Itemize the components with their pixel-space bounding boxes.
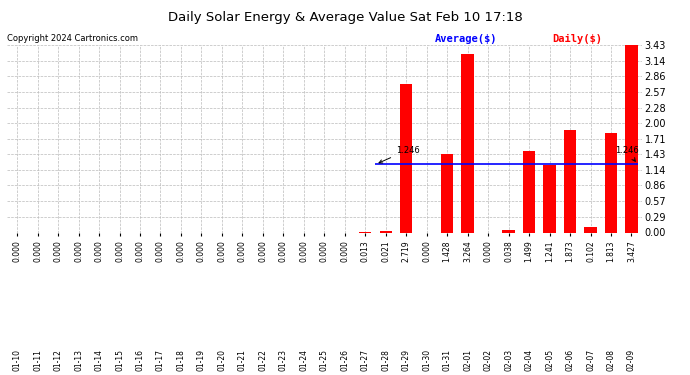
Text: 3.264: 3.264 (463, 240, 472, 262)
Text: 01-29: 01-29 (402, 349, 411, 371)
Text: 01-19: 01-19 (197, 349, 206, 371)
Text: 01-24: 01-24 (299, 349, 308, 371)
Bar (400, 84, 413, 232)
Bar (462, 54, 474, 232)
Text: 0.021: 0.021 (382, 240, 391, 262)
Text: 0.000: 0.000 (74, 240, 83, 262)
Text: 01-21: 01-21 (238, 350, 247, 371)
Text: 02-09: 02-09 (627, 349, 636, 371)
Bar (605, 134, 617, 232)
Text: 2.719: 2.719 (402, 240, 411, 262)
Text: 0.000: 0.000 (340, 240, 349, 262)
Text: 01-31: 01-31 (443, 349, 452, 371)
Text: 1.246: 1.246 (379, 146, 420, 163)
Text: 02-01: 02-01 (463, 349, 472, 371)
Text: 1.499: 1.499 (524, 240, 533, 262)
Text: Daily Solar Energy & Average Value Sat Feb 10 17:18: Daily Solar Energy & Average Value Sat F… (168, 11, 522, 24)
Text: 01-13: 01-13 (74, 349, 83, 371)
Text: 01-28: 01-28 (382, 350, 391, 371)
Text: 0.000: 0.000 (422, 240, 431, 262)
Bar (380, 231, 392, 232)
Text: 1.873: 1.873 (566, 240, 575, 262)
Text: 0.000: 0.000 (238, 240, 247, 262)
Text: 01-27: 01-27 (361, 349, 370, 371)
Text: Copyright 2024 Cartronics.com: Copyright 2024 Cartronics.com (7, 34, 138, 43)
Text: 01-20: 01-20 (217, 349, 226, 371)
Text: 0.000: 0.000 (33, 240, 42, 262)
Text: 01-18: 01-18 (177, 350, 186, 371)
Text: 0.000: 0.000 (279, 240, 288, 262)
Text: 01-22: 01-22 (258, 350, 267, 371)
Text: 0.000: 0.000 (135, 240, 144, 262)
Text: 02-08: 02-08 (607, 349, 615, 371)
Text: 0.000: 0.000 (54, 240, 63, 262)
Bar (441, 154, 453, 232)
Text: 0.000: 0.000 (319, 240, 329, 262)
Bar (502, 230, 515, 232)
Text: 0.102: 0.102 (586, 240, 595, 262)
Text: 1.246: 1.246 (615, 146, 639, 161)
Text: 0.000: 0.000 (484, 240, 493, 262)
Text: 0.000: 0.000 (156, 240, 165, 262)
Text: 01-30: 01-30 (422, 349, 431, 371)
Text: 02-07: 02-07 (586, 349, 595, 371)
Text: 02-06: 02-06 (566, 349, 575, 371)
Text: 3.427: 3.427 (627, 240, 636, 262)
Text: 01-11: 01-11 (33, 350, 42, 371)
Text: 02-03: 02-03 (504, 349, 513, 371)
Text: 02-04: 02-04 (524, 349, 533, 371)
Text: 01-25: 01-25 (319, 349, 329, 371)
Text: 0.000: 0.000 (197, 240, 206, 262)
Text: 01-23: 01-23 (279, 349, 288, 371)
Text: 01-17: 01-17 (156, 349, 165, 371)
Bar (625, 45, 638, 232)
Text: 02-02: 02-02 (484, 349, 493, 371)
Text: 01-15: 01-15 (115, 349, 124, 371)
Text: 1.241: 1.241 (545, 240, 554, 261)
Text: 01-16: 01-16 (135, 349, 144, 371)
Text: 01-14: 01-14 (95, 349, 103, 371)
Bar (523, 150, 535, 232)
Text: 01-26: 01-26 (340, 349, 349, 371)
Text: 01-12: 01-12 (54, 350, 63, 371)
Bar (564, 130, 576, 232)
Text: 0.000: 0.000 (258, 240, 267, 262)
Bar (544, 165, 555, 232)
Text: 0.013: 0.013 (361, 240, 370, 262)
Text: Average($): Average($) (435, 34, 497, 44)
Text: 1.428: 1.428 (443, 240, 452, 261)
Text: 0.000: 0.000 (177, 240, 186, 262)
Bar (584, 227, 597, 232)
Text: 01-10: 01-10 (12, 349, 21, 371)
Text: 02-05: 02-05 (545, 349, 554, 371)
Text: 0.000: 0.000 (217, 240, 226, 262)
Text: 0.000: 0.000 (12, 240, 21, 262)
Text: 0.000: 0.000 (95, 240, 103, 262)
Text: Daily($): Daily($) (552, 34, 602, 44)
Text: 0.000: 0.000 (299, 240, 308, 262)
Text: 1.813: 1.813 (607, 240, 615, 261)
Text: 0.038: 0.038 (504, 240, 513, 262)
Text: 0.000: 0.000 (115, 240, 124, 262)
